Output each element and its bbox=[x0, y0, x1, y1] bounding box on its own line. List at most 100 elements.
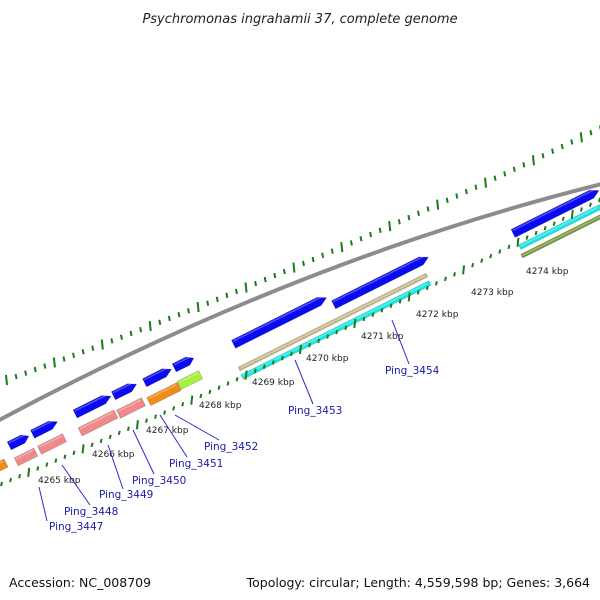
scale-tick bbox=[588, 202, 592, 207]
scale-tick bbox=[480, 258, 484, 263]
outer-tick bbox=[531, 155, 535, 166]
outer-tick bbox=[139, 327, 143, 333]
outer-tick bbox=[292, 262, 296, 273]
gene-label: Ping_3454 bbox=[385, 365, 440, 377]
feature-block bbox=[146, 381, 182, 407]
scale-tick bbox=[181, 402, 185, 407]
cds-arrow bbox=[72, 395, 112, 419]
cds-arrow-highlight bbox=[31, 419, 55, 432]
scale-tick bbox=[516, 237, 520, 247]
outer-tick bbox=[579, 132, 583, 143]
scale-tick-label: 4273 kbp bbox=[471, 288, 514, 298]
outer-tick bbox=[359, 236, 363, 242]
outer-tick bbox=[340, 241, 344, 253]
scale-tick bbox=[525, 235, 529, 240]
outer-tick bbox=[273, 272, 277, 279]
scale-tick-label: 4265 kbp bbox=[38, 476, 81, 486]
scale-tick-label: 4269 kbp bbox=[252, 378, 295, 388]
outer-tick bbox=[282, 268, 286, 275]
outer-tick bbox=[436, 199, 440, 210]
feature-tracks bbox=[0, 188, 600, 472]
outer-tick bbox=[177, 311, 181, 318]
cds-arrow bbox=[171, 356, 195, 373]
cds-arrow bbox=[510, 189, 600, 238]
scale-tick bbox=[72, 450, 76, 456]
scale-ring: 4265 kbp 4266 kbp 4267 kbp 4268 kbp 4269 kbp… bbox=[0, 197, 600, 487]
outer-tick bbox=[225, 292, 229, 299]
feature-block bbox=[0, 458, 9, 472]
scale-tick bbox=[380, 307, 384, 313]
scale-tick bbox=[443, 276, 447, 282]
feature-strip bbox=[237, 272, 429, 372]
outer-tick bbox=[72, 352, 76, 359]
scale-tick bbox=[154, 414, 158, 419]
scale-tick bbox=[45, 462, 49, 467]
outer-tick bbox=[187, 308, 191, 314]
scale-tick bbox=[244, 370, 248, 380]
feature-strip-highlight bbox=[239, 274, 426, 369]
outer-tick bbox=[5, 374, 8, 386]
gene-block-highlight bbox=[117, 399, 141, 412]
scale-tick bbox=[117, 430, 121, 436]
outer-tick bbox=[541, 153, 545, 159]
cds-arrow-highlight bbox=[332, 254, 426, 303]
scale-tick bbox=[163, 410, 167, 415]
outer-tick bbox=[512, 166, 516, 172]
outer-tick bbox=[589, 129, 593, 136]
outer-tick bbox=[493, 175, 497, 181]
outer-tick bbox=[407, 214, 411, 221]
gene-labels: Ping_3447 Ping_3448 Ping_3449 Ping_3450 Ping… bbox=[38, 319, 440, 533]
scale-tick bbox=[362, 316, 366, 322]
outer-tick bbox=[551, 148, 555, 154]
outer-tick bbox=[416, 210, 420, 216]
scale-tick bbox=[199, 393, 203, 399]
outer-tick bbox=[158, 319, 162, 325]
outer-tick bbox=[110, 338, 114, 344]
cds-arrow-highlight bbox=[232, 295, 324, 342]
outer-tick bbox=[206, 300, 210, 306]
scale-tick-label: 4272 kbp bbox=[416, 310, 459, 320]
scale-tick bbox=[317, 338, 321, 344]
outer-tick bbox=[196, 301, 200, 313]
scale-tick bbox=[398, 299, 402, 304]
cds-arrow-highlight bbox=[512, 188, 597, 232]
outer-tick bbox=[24, 370, 28, 376]
backbone-line bbox=[0, 182, 600, 422]
outer-tick bbox=[263, 276, 267, 283]
scale-tick bbox=[507, 244, 511, 250]
scale-tick bbox=[90, 442, 94, 448]
scale-tick bbox=[543, 226, 547, 231]
gene-label-leader bbox=[294, 359, 314, 405]
scale-tick bbox=[27, 467, 31, 478]
feature-block-highlight bbox=[0, 460, 4, 464]
gene-block bbox=[77, 409, 119, 437]
scale-tick bbox=[0, 481, 3, 487]
scale-tick bbox=[253, 368, 257, 374]
scale-tick bbox=[299, 344, 302, 355]
outer-tick bbox=[426, 206, 430, 212]
scale-tick bbox=[489, 253, 493, 259]
scale-tick bbox=[353, 318, 357, 329]
outer-tick bbox=[302, 260, 305, 267]
scale-tick bbox=[389, 303, 393, 309]
scale-tick-label: 4267 kbp bbox=[146, 426, 189, 436]
scale-tick bbox=[280, 355, 284, 361]
feature-block-highlight bbox=[148, 384, 177, 400]
outer-tick bbox=[234, 288, 238, 295]
outer-tick bbox=[522, 162, 526, 168]
gene-label-leader bbox=[391, 319, 410, 365]
gene-block bbox=[13, 447, 39, 467]
outer-tick bbox=[570, 139, 574, 145]
gene-block-highlight bbox=[15, 449, 34, 460]
outer-tick bbox=[14, 373, 18, 380]
scale-tick bbox=[471, 263, 475, 268]
outer-tick bbox=[52, 357, 56, 368]
outer-tick bbox=[388, 221, 392, 232]
outer-tick bbox=[62, 356, 66, 362]
scale-tick-label: 4271 kbp bbox=[361, 332, 404, 342]
outer-tick-ring bbox=[5, 125, 600, 386]
outer-tick bbox=[215, 296, 219, 302]
feature-strip-highlight bbox=[242, 282, 428, 377]
feature-strip bbox=[240, 280, 432, 380]
